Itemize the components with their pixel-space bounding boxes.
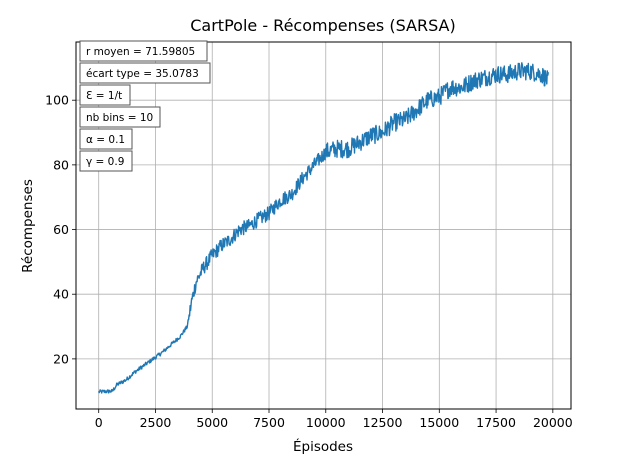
grid-lines: [76, 42, 571, 409]
x-tick-label: 17500: [476, 415, 516, 430]
annotation-box: [79, 128, 133, 150]
annotation-box: [79, 150, 133, 172]
x-tick-label: 5000: [196, 415, 228, 430]
ticks: 0 2500 5000 7500 10000 12500 15000 17500 20000 20…: [45, 93, 573, 430]
annotation-text: γ = 0.9: [86, 156, 124, 168]
annotation-text: Ɛ = 1/t: [86, 90, 122, 102]
y-axis-label: Récompenses: [20, 179, 36, 273]
x-axis-label: Épisodes: [293, 438, 353, 455]
x-tick-label: 7500: [253, 415, 285, 430]
chart-title: CartPole - Récompenses (SARSA): [190, 16, 455, 35]
x-tick-label: 2500: [140, 415, 172, 430]
annotation-box: [79, 84, 131, 106]
x-tick-label: 12500: [363, 415, 403, 430]
annotation-text: écart type = 35.0783: [86, 68, 199, 80]
annotation-text: r moyen = 71.59805: [86, 46, 195, 58]
y-tick-label: 100: [45, 93, 69, 108]
y-tick-label: 20: [53, 351, 69, 366]
annotation-box: [79, 62, 211, 84]
annotation-text: nb bins = 10: [86, 112, 153, 124]
series-layer: [98, 62, 549, 394]
annotation-text: α = 0.1: [86, 134, 125, 146]
series-line: [98, 62, 549, 394]
plot-frame: [75, 41, 572, 410]
y-tick-label: 80: [53, 157, 69, 172]
annotation-boxes: r moyen = 71.59805 écart type = 35.0783 Ɛ …: [79, 40, 211, 172]
x-tick-label: 20000: [533, 415, 573, 430]
x-tick-label: 15000: [419, 415, 459, 430]
y-tick-label: 40: [53, 287, 69, 302]
x-tick-label: 0: [95, 415, 103, 430]
y-tick-label: 60: [53, 222, 69, 237]
annotation-box: [79, 40, 208, 62]
x-tick-label: 10000: [306, 415, 346, 430]
annotation-box: [79, 106, 161, 128]
